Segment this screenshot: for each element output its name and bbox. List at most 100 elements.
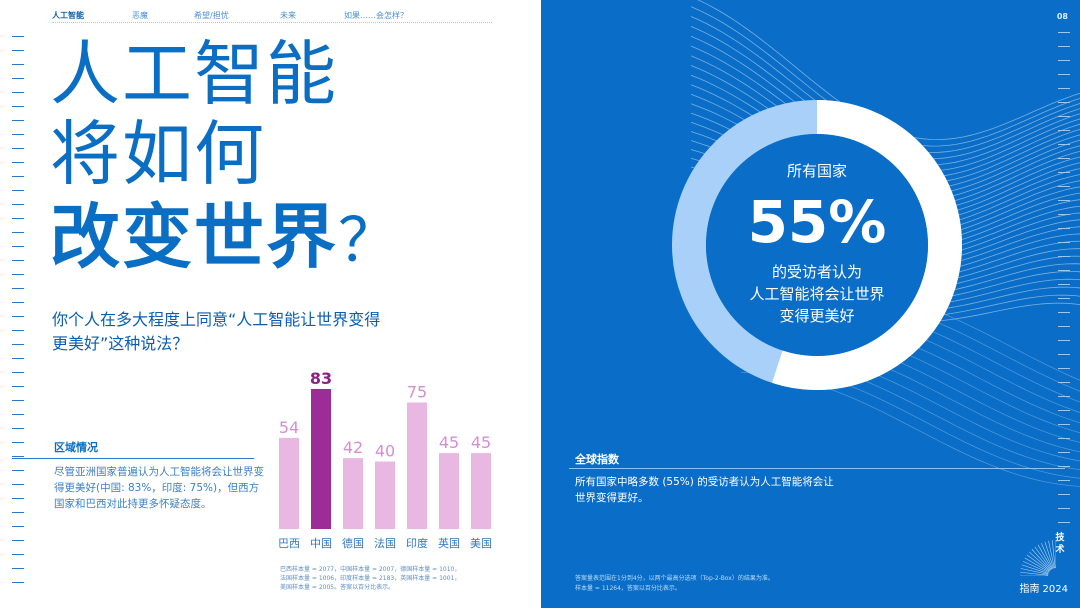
ruler-tick [12, 414, 24, 415]
ruler-tick [1058, 116, 1070, 117]
ruler-tick [1058, 424, 1070, 425]
bar-中国 [311, 389, 331, 529]
nav-item-hope-worry[interactable]: 希望/担忧 [194, 11, 229, 20]
ruler-tick [12, 358, 24, 359]
bar-英国 [439, 453, 459, 529]
ruler-tick [12, 120, 24, 121]
donut-center [706, 134, 928, 356]
bar-value-label: 42 [343, 438, 363, 457]
sunburst-ray [1031, 549, 1051, 571]
bar-category-label: 德国 [342, 536, 364, 550]
ruler-tick [12, 316, 24, 317]
ruler-tick [1058, 144, 1070, 145]
right-footnote-line-1: 答案量表范围在1分到4分，以两个最高分选项（Top-2-Box）的结果为准。 [575, 575, 774, 582]
nav-item-future[interactable]: 未来 [280, 11, 296, 20]
sunburst-ray [1051, 540, 1056, 569]
ruler-tick [1058, 228, 1070, 229]
right-tick-ruler [1058, 32, 1070, 532]
ruler-tick [12, 246, 24, 247]
ruler-tick [12, 470, 24, 471]
ruler-tick [1058, 368, 1070, 369]
global-divider [569, 468, 1065, 469]
ruler-tick [1058, 480, 1070, 481]
donut-description: 的受访者认为 人工智能将会让世界 变得更美好 [703, 261, 931, 327]
nav-item-demon[interactable]: 恶魔 [132, 11, 148, 20]
sunburst-ray [1029, 551, 1051, 571]
region-description: 尽管亚洲国家普遍认为人工智能将会让世界变得更美好(中国: 83%，印度: 75%… [54, 466, 264, 510]
ruler-tick [12, 554, 24, 555]
ruler-tick [1058, 46, 1070, 47]
ruler-tick [1058, 410, 1070, 411]
ruler-tick [1058, 312, 1070, 313]
ruler-tick [12, 204, 24, 205]
nav-item-what-if[interactable]: 如果……会怎样？ [344, 11, 408, 20]
ruler-tick [12, 526, 24, 527]
ruler-tick [12, 176, 24, 177]
left-page: 人工智能 恶魔 希望/担忧 未来 如果……会怎样？ 人工智能 将如何 改变世界？… [12, 10, 500, 592]
bar-value-label: 45 [439, 433, 459, 452]
bar-category-label: 英国 [438, 536, 460, 550]
ruler-tick [12, 568, 24, 569]
bar-value-label: 54 [279, 418, 299, 437]
ruler-tick [1058, 382, 1070, 383]
ruler-tick [12, 428, 24, 429]
ruler-tick [12, 64, 24, 65]
bar-法国 [375, 461, 395, 529]
bar-category-label: 美国 [470, 537, 492, 550]
ruler-tick [12, 456, 24, 457]
ruler-tick [1058, 494, 1070, 495]
nav-item-ai[interactable]: 人工智能 [52, 11, 84, 20]
sunburst-ray [1037, 544, 1053, 570]
sample-size-footnote: 巴西样本量 = 2077，中国样本量 = 2007，德国样本量 = 1010， … [280, 565, 500, 592]
donut-desc-line-3: 变得更美好 [779, 307, 855, 325]
sunburst-ray [1048, 540, 1055, 569]
ruler-tick [1058, 214, 1070, 215]
donut-value-arc [672, 100, 962, 390]
bar-value-label: 40 [375, 442, 395, 461]
ruler-tick [12, 78, 24, 79]
top-navigation: 人工智能 恶魔 希望/担忧 未来 如果……会怎样？ [52, 10, 444, 21]
ruler-tick [1058, 158, 1070, 159]
sunburst-ray [1044, 541, 1054, 569]
ruler-tick [1058, 32, 1070, 33]
ruler-tick [12, 372, 24, 373]
donut-desc-line-1: 的受访者认为 [771, 263, 862, 281]
bar-category-label: 中国 [310, 537, 332, 550]
footnote-line-2: 法国样本量 = 1006，印度样本量 = 2183，英国样本量 = 1001， [280, 575, 461, 582]
ruler-tick [12, 92, 24, 93]
ruler-tick [12, 344, 24, 345]
ruler-tick [12, 106, 24, 107]
brand-footer: 指南 2024 [1020, 580, 1068, 595]
bar-value-label: 45 [471, 433, 491, 452]
ruler-tick [12, 400, 24, 401]
sunburst-ray [1034, 546, 1052, 570]
ruler-tick [12, 582, 24, 583]
hero-title-question-mark: ？ [338, 206, 400, 276]
global-index-heading: 全球指数 [575, 453, 619, 466]
ruler-tick [1058, 130, 1070, 131]
donut-desc-line-2: 人工智能将会让世界 [749, 285, 885, 303]
ruler-tick [1058, 88, 1070, 89]
section-side-label: 技术 [1055, 533, 1065, 555]
bar-value-label: 75 [407, 382, 427, 401]
ruler-tick [12, 302, 24, 303]
sunburst-ray [1020, 568, 1049, 575]
region-divider [12, 458, 254, 459]
sunburst-ray [1024, 557, 1050, 573]
donut-percent: 55% [747, 188, 887, 256]
ruler-tick [1058, 326, 1070, 327]
ruler-tick [12, 190, 24, 191]
ruler-tick [1058, 186, 1070, 187]
brand-year: 2024 [1042, 584, 1068, 595]
hero-title-line-3: 改变世界？ [50, 194, 400, 284]
sunburst-decoration-icon [1020, 540, 1056, 576]
bar-美国 [471, 453, 491, 529]
country-bar-chart: 54 巴西 83 中国 42 德国 40 法国 75 印度 45 英国 45 美国 [278, 372, 492, 550]
right-footnote: 答案量表范围在1分到4分，以两个最高分选项（Top-2-Box）的结果为准。 样… [575, 574, 774, 594]
ruler-tick [12, 50, 24, 51]
sunburst-ray [1021, 564, 1049, 574]
sunburst-ray [1022, 561, 1049, 574]
ruler-tick [1058, 508, 1070, 509]
bar-category-label: 巴西 [278, 537, 300, 550]
ruler-tick [1058, 438, 1070, 439]
